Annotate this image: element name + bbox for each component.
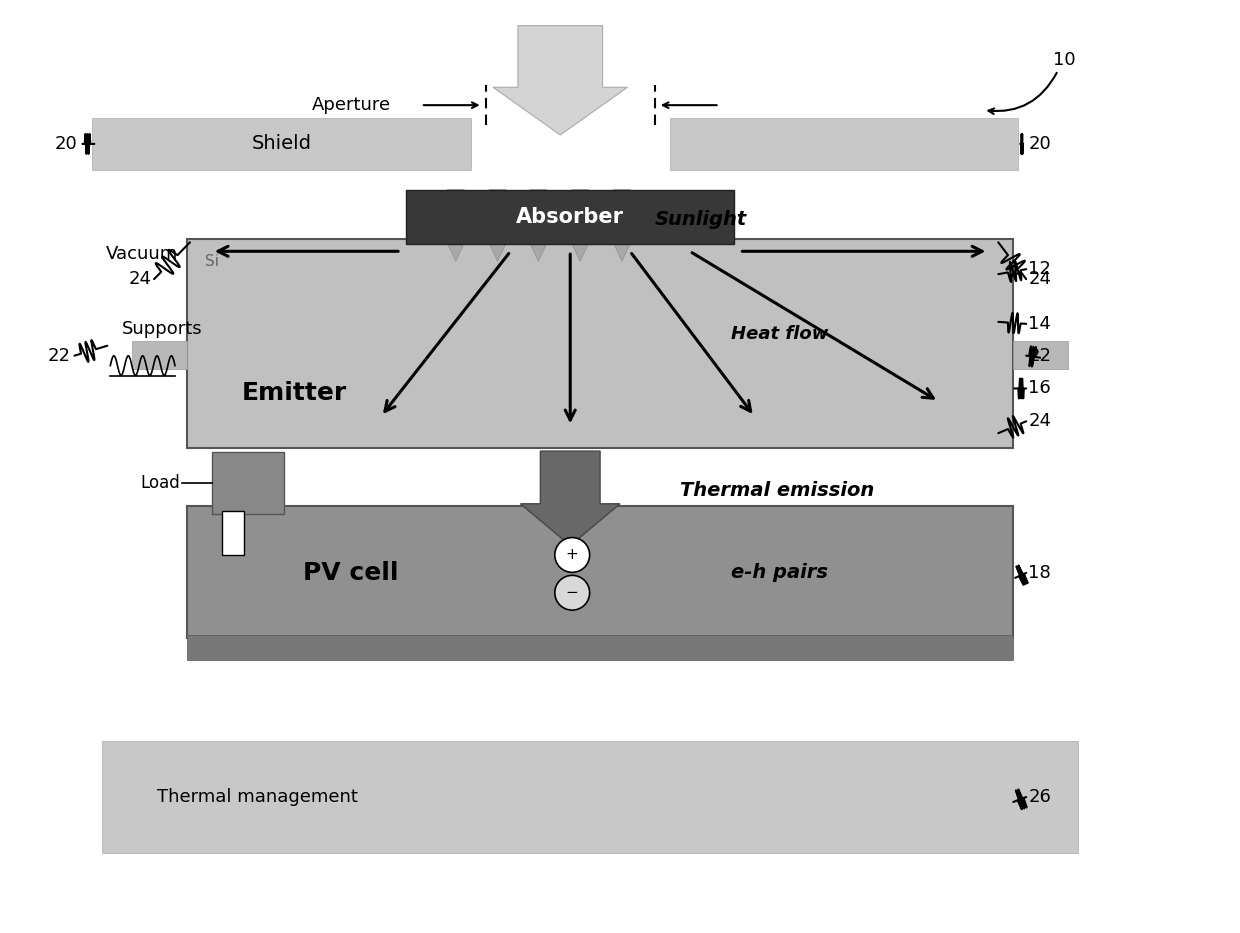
- Text: Si: Si: [205, 255, 219, 270]
- Bar: [187, 506, 1013, 638]
- Text: 26: 26: [1028, 788, 1052, 806]
- Text: 10: 10: [1053, 51, 1075, 69]
- Text: Emitter: Emitter: [242, 382, 347, 406]
- FancyArrow shape: [608, 189, 637, 261]
- Text: 22: 22: [47, 347, 71, 365]
- Text: 18: 18: [1028, 564, 1052, 582]
- Text: Aperture: Aperture: [311, 96, 391, 114]
- Bar: [222, 510, 244, 555]
- Text: Supports: Supports: [123, 320, 203, 338]
- Text: Vacuum: Vacuum: [107, 245, 179, 263]
- Bar: [103, 742, 1078, 853]
- Text: 12: 12: [1028, 260, 1052, 278]
- FancyArrow shape: [521, 451, 620, 546]
- Bar: [92, 118, 471, 170]
- Bar: [405, 189, 734, 244]
- Text: 24: 24: [129, 271, 153, 288]
- Text: Heat flow: Heat flow: [730, 325, 828, 342]
- Bar: [1013, 341, 1068, 369]
- Bar: [670, 118, 1018, 170]
- Text: Load: Load: [140, 474, 180, 492]
- Bar: [187, 240, 1013, 448]
- Text: 20: 20: [1028, 135, 1052, 153]
- Bar: [212, 453, 284, 514]
- Bar: [133, 341, 187, 369]
- FancyArrow shape: [565, 189, 595, 261]
- Text: 22: 22: [1028, 347, 1052, 365]
- Text: 16: 16: [1028, 380, 1052, 397]
- FancyArrow shape: [440, 189, 471, 261]
- Text: Absorber: Absorber: [516, 207, 624, 227]
- FancyArrow shape: [523, 189, 553, 261]
- Text: Sunlight: Sunlight: [655, 210, 746, 229]
- Text: e-h pairs: e-h pairs: [730, 564, 828, 582]
- FancyArrow shape: [494, 25, 627, 135]
- Text: Thermal emission: Thermal emission: [680, 481, 874, 500]
- Text: 24: 24: [1028, 412, 1052, 430]
- Text: −: −: [565, 585, 579, 600]
- Text: +: +: [565, 548, 579, 563]
- Circle shape: [554, 537, 590, 572]
- Circle shape: [554, 576, 590, 610]
- Text: 14: 14: [1028, 314, 1052, 333]
- Bar: [187, 635, 1013, 660]
- Text: 20: 20: [55, 135, 77, 153]
- Text: 24: 24: [1028, 271, 1052, 288]
- Text: Shield: Shield: [252, 134, 311, 153]
- Text: Thermal management: Thermal management: [157, 788, 358, 806]
- FancyArrow shape: [482, 189, 512, 261]
- Text: PV cell: PV cell: [304, 561, 399, 585]
